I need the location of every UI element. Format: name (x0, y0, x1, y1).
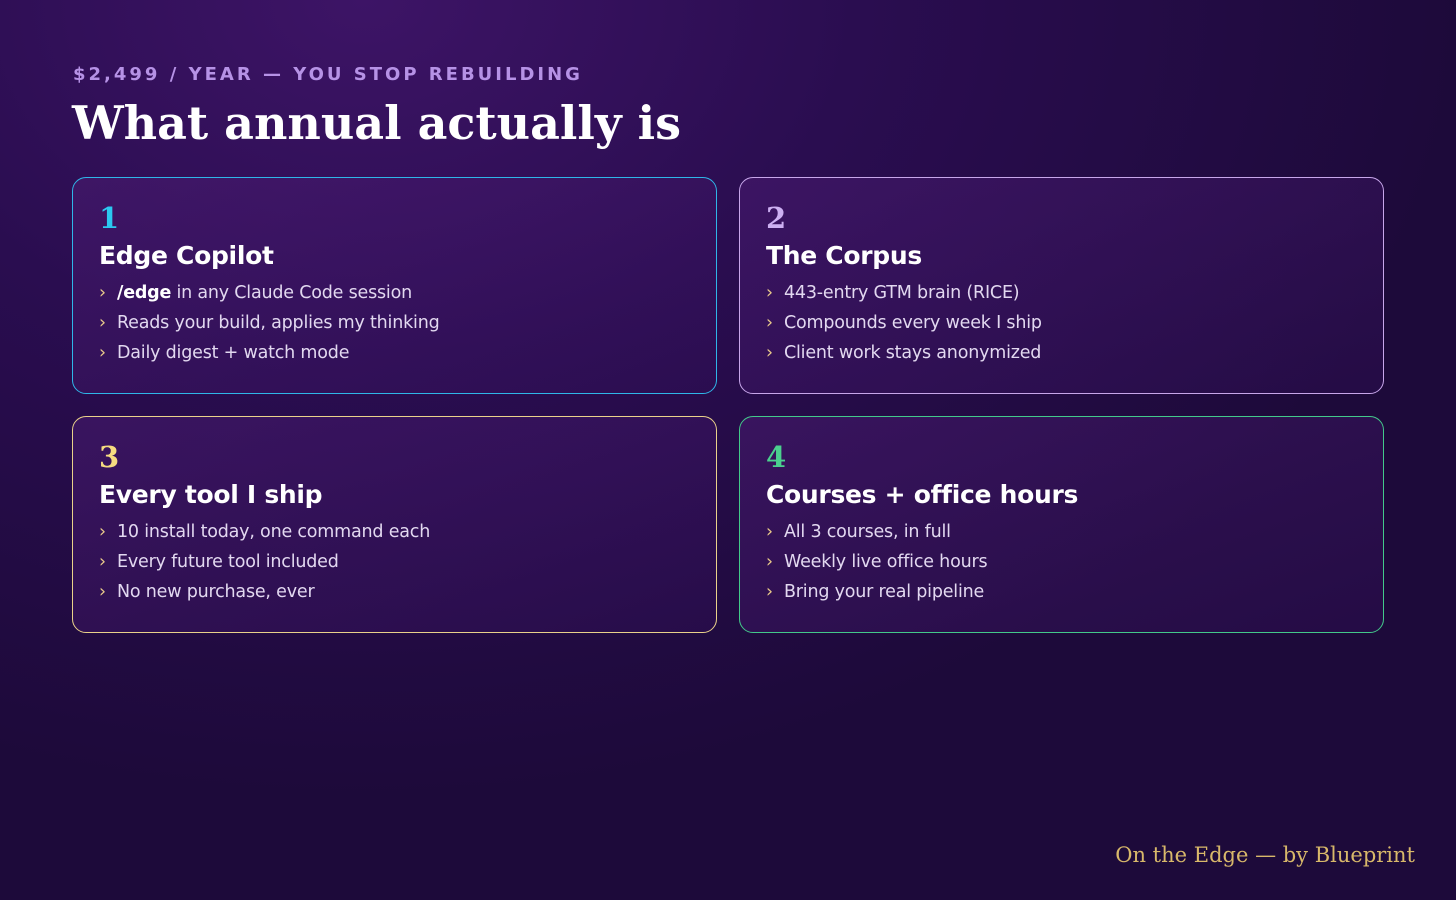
bullet-text: Daily digest + watch mode (117, 343, 350, 363)
bullet-text: Reads your build, applies my thinking (117, 313, 440, 333)
bullet-list: 443-entry GTM brain (RICE) Compounds ever… (766, 278, 1357, 368)
bullet: Compounds every week I ship (766, 308, 1357, 338)
bullet: Daily digest + watch mode (99, 338, 690, 368)
card-title: Edge Copilot (99, 241, 274, 270)
bullet-text: No new purchase, ever (117, 582, 315, 602)
bullet-text: Bring your real pipeline (784, 582, 985, 602)
bullet-text: Client work stays anonymized (784, 343, 1042, 363)
eyebrow: $2,499 / YEAR — YOU STOP REBUILDING (73, 64, 583, 85)
bullet-list: 10 install today, one command each Every … (99, 517, 690, 607)
bullet-list: All 3 courses, in full Weekly live office… (766, 517, 1357, 607)
card-title: Courses + office hours (766, 480, 1079, 509)
card-number: 2 (766, 201, 787, 235)
bullet: Every future tool included (99, 547, 690, 577)
card: 4 Courses + office hours All 3 courses, in… (739, 416, 1384, 633)
bullet: Reads your build, applies my thinking (99, 308, 690, 338)
bullet-text: 443-entry GTM brain (RICE) (784, 283, 1020, 303)
card: 2 The Corpus 443-entry GTM brain (RICE) Com… (739, 177, 1384, 394)
bullet: Client work stays anonymized (766, 338, 1357, 368)
footer: On the Edge — by Blueprint (1115, 843, 1415, 867)
card-title: Every tool I ship (99, 480, 323, 509)
card-number: 4 (766, 440, 787, 474)
bullet: 443-entry GTM brain (RICE) (766, 278, 1357, 308)
bullet-text: Every future tool included (117, 552, 339, 572)
bullet-text: Compounds every week I ship (784, 313, 1042, 333)
card-title: The Corpus (766, 241, 922, 270)
bullet-text: All 3 courses, in full (784, 522, 951, 542)
bullet-text: in any Claude Code session (176, 283, 412, 303)
bullet-text: Weekly live office hours (784, 552, 988, 572)
bullet: Weekly live office hours (766, 547, 1357, 577)
bullet: No new purchase, ever (99, 577, 690, 607)
bullet-text: 10 install today, one command each (117, 522, 431, 542)
card-number: 3 (99, 440, 120, 474)
bullet: 10 install today, one command each (99, 517, 690, 547)
slide-title: What annual actually is (72, 96, 681, 150)
card-number: 1 (99, 201, 120, 235)
bullet: All 3 courses, in full (766, 517, 1357, 547)
bullet-emphasis: /edge (117, 283, 172, 303)
bullet: Bring your real pipeline (766, 577, 1357, 607)
card: 3 Every tool I ship 10 install today, one … (72, 416, 717, 633)
